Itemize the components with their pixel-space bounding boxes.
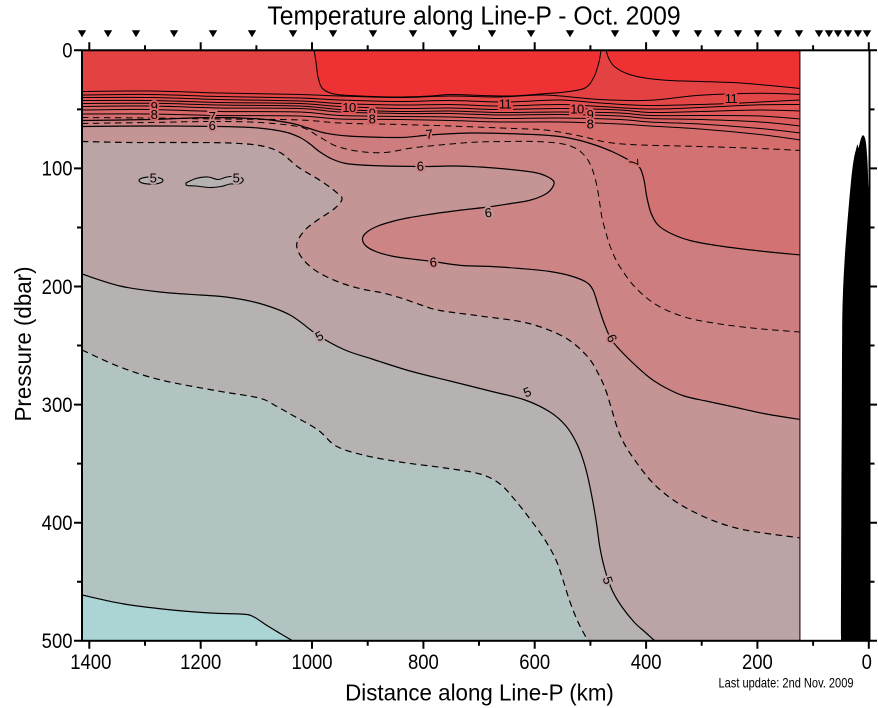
svg-text:500: 500	[42, 630, 73, 653]
svg-text:8: 8	[151, 107, 158, 122]
svg-text:0: 0	[862, 651, 872, 674]
svg-text:400: 400	[631, 651, 662, 674]
svg-text:1000: 1000	[291, 651, 332, 674]
svg-text:8: 8	[587, 117, 594, 132]
svg-text:5: 5	[150, 171, 157, 186]
svg-text:Pressure (dbar): Pressure (dbar)	[9, 267, 36, 422]
svg-text:200: 200	[42, 276, 73, 299]
svg-text:100: 100	[42, 158, 73, 181]
svg-text:11: 11	[499, 97, 512, 112]
svg-text:8: 8	[369, 112, 376, 127]
svg-text:400: 400	[42, 512, 73, 535]
svg-text:10: 10	[342, 100, 356, 115]
svg-text:300: 300	[42, 394, 73, 417]
svg-text:6: 6	[209, 118, 216, 133]
svg-text:6: 6	[416, 158, 424, 173]
svg-text:Last update: 2nd Nov. 2009: Last update: 2nd Nov. 2009	[718, 675, 853, 690]
svg-text:9: 9	[587, 107, 594, 122]
svg-text:9: 9	[151, 99, 158, 114]
svg-text:10: 10	[570, 102, 584, 117]
svg-text:1400: 1400	[70, 651, 111, 674]
svg-text:11: 11	[725, 91, 738, 106]
svg-text:1200: 1200	[180, 651, 221, 674]
svg-text:800: 800	[408, 651, 439, 674]
svg-text:Temperature along Line-P - Oct: Temperature along Line-P - Oct. 2009	[267, 2, 680, 30]
svg-text:Distance along Line-P (km): Distance along Line-P (km)	[345, 679, 614, 706]
svg-text:200: 200	[742, 651, 773, 674]
svg-text:5: 5	[233, 171, 240, 186]
svg-text:0: 0	[62, 40, 72, 63]
svg-text:9: 9	[369, 106, 376, 121]
svg-text:600: 600	[519, 651, 550, 674]
svg-text:7: 7	[209, 109, 216, 124]
